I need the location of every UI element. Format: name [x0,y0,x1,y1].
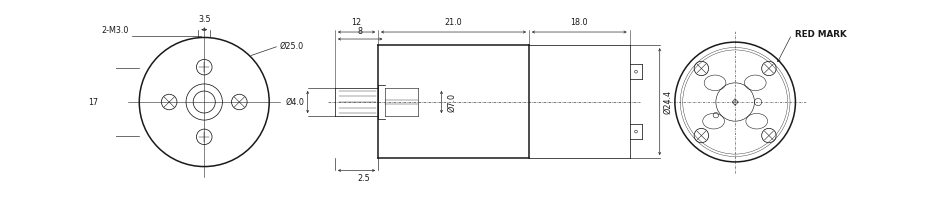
Text: RED MARK: RED MARK [795,30,847,39]
Text: Ø25.0: Ø25.0 [280,42,304,51]
Text: Ø24.4: Ø24.4 [664,90,672,114]
Text: 18.0: 18.0 [570,18,588,27]
Text: 17: 17 [88,98,98,106]
Text: 12: 12 [351,18,362,27]
Text: Ø4.0: Ø4.0 [286,98,304,106]
Text: 2.5: 2.5 [357,174,370,183]
Text: 2-M3.0: 2-M3.0 [101,26,129,35]
Text: 3.5: 3.5 [198,15,210,24]
Text: 21.0: 21.0 [445,18,463,27]
Text: 8: 8 [358,27,362,36]
Text: Ø7.0: Ø7.0 [447,93,456,112]
